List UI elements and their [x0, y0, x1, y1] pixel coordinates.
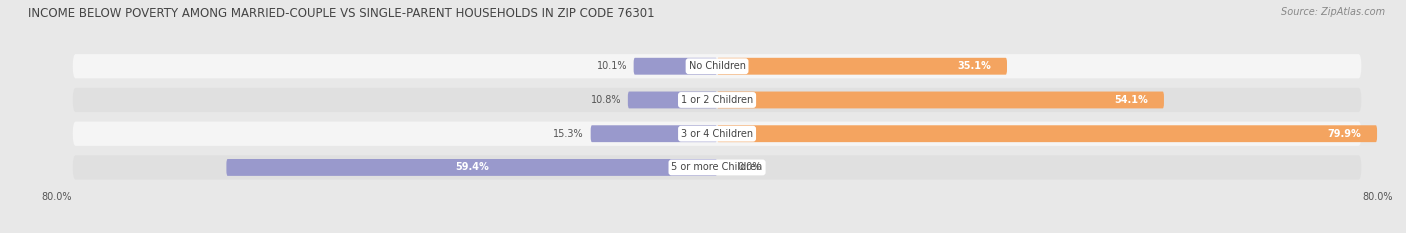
- Text: 1 or 2 Children: 1 or 2 Children: [681, 95, 754, 105]
- FancyBboxPatch shape: [73, 54, 1361, 78]
- Text: 5 or more Children: 5 or more Children: [672, 162, 762, 172]
- Text: 3 or 4 Children: 3 or 4 Children: [681, 129, 754, 139]
- Text: 79.9%: 79.9%: [1327, 129, 1361, 139]
- Text: INCOME BELOW POVERTY AMONG MARRIED-COUPLE VS SINGLE-PARENT HOUSEHOLDS IN ZIP COD: INCOME BELOW POVERTY AMONG MARRIED-COUPL…: [28, 7, 655, 20]
- Text: No Children: No Children: [689, 61, 745, 71]
- FancyBboxPatch shape: [591, 125, 717, 142]
- FancyBboxPatch shape: [73, 88, 1361, 112]
- FancyBboxPatch shape: [628, 92, 717, 108]
- Text: 10.8%: 10.8%: [591, 95, 621, 105]
- Text: Source: ZipAtlas.com: Source: ZipAtlas.com: [1281, 7, 1385, 17]
- FancyBboxPatch shape: [73, 155, 1361, 180]
- FancyBboxPatch shape: [717, 92, 1164, 108]
- FancyBboxPatch shape: [717, 58, 1007, 75]
- FancyBboxPatch shape: [73, 122, 1361, 146]
- Text: 10.1%: 10.1%: [596, 61, 627, 71]
- Text: 0.0%: 0.0%: [738, 162, 762, 172]
- FancyBboxPatch shape: [717, 125, 1376, 142]
- Text: 15.3%: 15.3%: [554, 129, 583, 139]
- Text: 35.1%: 35.1%: [957, 61, 991, 71]
- FancyBboxPatch shape: [634, 58, 717, 75]
- Text: 54.1%: 54.1%: [1114, 95, 1147, 105]
- Text: 59.4%: 59.4%: [456, 162, 489, 172]
- FancyBboxPatch shape: [226, 159, 717, 176]
